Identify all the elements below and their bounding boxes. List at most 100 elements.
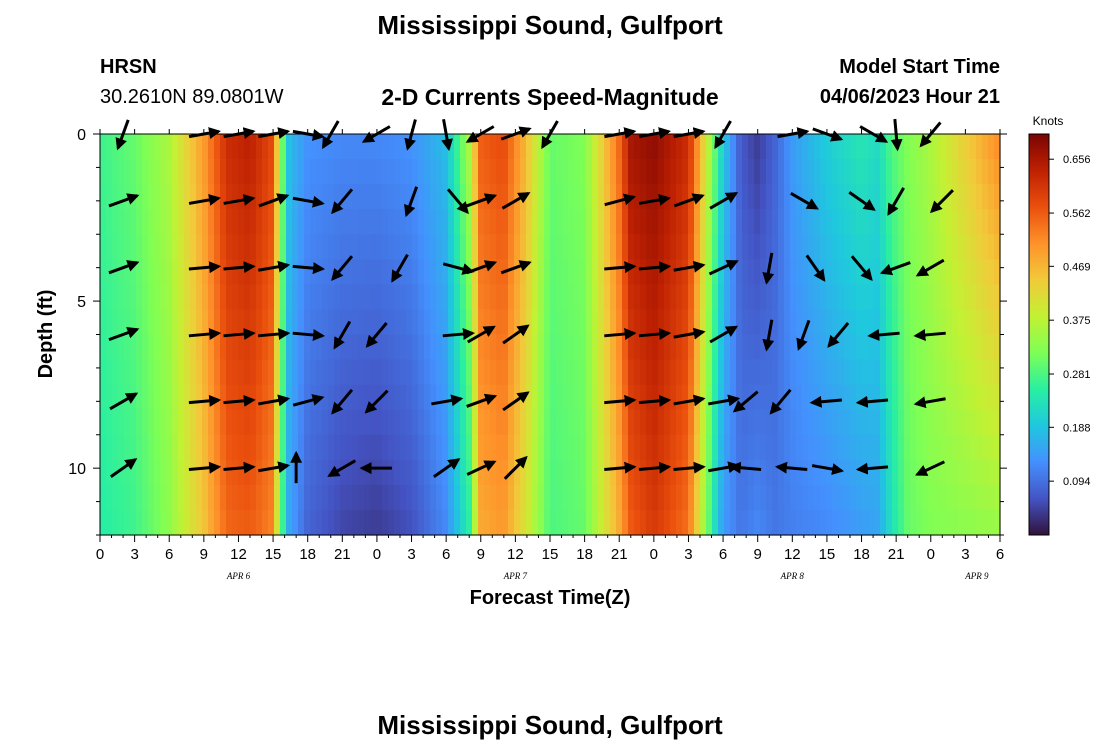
heatmap-cell xyxy=(736,134,743,160)
heatmap-cell xyxy=(760,509,767,536)
current-vector xyxy=(811,463,845,476)
current-vector xyxy=(790,192,819,210)
heatmap-cell xyxy=(982,384,989,411)
heatmap-cell xyxy=(676,434,683,461)
heatmap-cell xyxy=(868,134,875,160)
heatmap-cell xyxy=(412,509,419,536)
heatmap-cell xyxy=(598,284,605,311)
heatmap-cell xyxy=(460,209,467,235)
heatmap-cell xyxy=(652,484,659,511)
heatmap-cell xyxy=(232,359,239,386)
heatmap-cell xyxy=(760,234,767,260)
heatmap-cell xyxy=(382,409,389,436)
heatmap-cell xyxy=(736,234,743,260)
heatmap-cell xyxy=(304,309,311,336)
heatmap-cell xyxy=(178,209,185,235)
heatmap-cell xyxy=(226,209,233,235)
heatmap-cell xyxy=(496,334,503,361)
heatmap-cell xyxy=(352,209,359,235)
heatmap-cell xyxy=(766,134,773,160)
heatmap-cell xyxy=(964,309,971,336)
heatmap-cell xyxy=(256,384,263,411)
heatmap-cell xyxy=(982,159,989,185)
heatmap-cell xyxy=(850,134,857,160)
heatmap-cell xyxy=(376,484,383,511)
heatmap-cell xyxy=(388,134,395,160)
heatmap-cell xyxy=(718,159,725,185)
heatmap-cell xyxy=(142,434,149,461)
heatmap-cell xyxy=(844,134,851,160)
heatmap-cell xyxy=(814,484,821,511)
heatmap-cell xyxy=(442,209,449,235)
current-vector xyxy=(708,394,741,407)
heatmap-cell xyxy=(166,284,173,311)
heatmap-cell xyxy=(814,409,821,436)
heatmap-cell xyxy=(142,209,149,235)
heatmap-cell xyxy=(448,309,455,336)
heatmap-cell xyxy=(664,159,671,185)
heatmap-cell xyxy=(880,309,887,336)
heatmap-cell xyxy=(424,184,431,210)
heatmap-cell xyxy=(544,434,551,461)
heatmap-cell xyxy=(880,359,887,386)
heatmap-cell xyxy=(190,309,197,336)
heatmap-cell xyxy=(640,284,647,311)
heatmap-cell xyxy=(376,434,383,461)
heatmap-cell xyxy=(130,359,137,386)
heatmap-cell xyxy=(136,384,143,411)
heatmap-cell xyxy=(952,134,959,160)
heatmap-cell xyxy=(502,509,509,536)
heatmap-cell xyxy=(592,284,599,311)
heatmap-cell xyxy=(538,459,545,486)
heatmap-cell xyxy=(622,409,629,436)
heatmap-cell xyxy=(172,284,179,311)
heatmap-cell xyxy=(328,284,335,311)
heatmap-cell xyxy=(946,209,953,235)
heatmap-cell xyxy=(934,409,941,436)
heatmap-cell xyxy=(304,509,311,536)
heatmap-cell xyxy=(214,284,221,311)
heatmap-cell xyxy=(790,334,797,361)
heatmap-cell xyxy=(994,259,1001,285)
heatmap-cell xyxy=(688,434,695,461)
heatmap-cell xyxy=(646,509,653,536)
heatmap-cell xyxy=(706,159,713,185)
heatmap-cell xyxy=(598,209,605,235)
heatmap-cell xyxy=(364,259,371,285)
heatmap-cell xyxy=(550,159,557,185)
heatmap-cell xyxy=(130,234,137,260)
heatmap-cell xyxy=(376,459,383,486)
heatmap-cell xyxy=(544,309,551,336)
heatmap-cell xyxy=(736,484,743,511)
heatmap-cell xyxy=(604,359,611,386)
heatmap-cell xyxy=(148,334,155,361)
current-vector xyxy=(258,193,290,208)
heatmap-cell xyxy=(262,434,269,461)
heatmap-cell xyxy=(538,409,545,436)
heatmap-cell xyxy=(988,434,995,461)
heatmap-cell xyxy=(586,359,593,386)
heatmap-cell xyxy=(670,259,677,285)
heatmap-cell xyxy=(844,284,851,311)
heatmap-cell xyxy=(478,134,485,160)
heatmap-cell xyxy=(754,259,761,285)
heatmap-cell xyxy=(154,159,161,185)
heatmap-cell xyxy=(430,509,437,536)
heatmap-cell xyxy=(592,509,599,536)
heatmap-cell xyxy=(850,234,857,260)
heatmap-cell xyxy=(568,409,575,436)
heatmap-cell xyxy=(424,359,431,386)
heatmap-cell xyxy=(178,184,185,210)
heatmap-cell xyxy=(418,284,425,311)
heatmap-cell xyxy=(346,159,353,185)
heatmap-cell xyxy=(826,509,833,536)
heatmap-cell xyxy=(520,309,527,336)
heatmap-cell xyxy=(982,409,989,436)
heatmap-cell xyxy=(970,384,977,411)
heatmap-cell xyxy=(250,484,257,511)
heatmap-cell xyxy=(460,259,467,285)
heatmap-cell xyxy=(244,334,251,361)
heatmap-cell xyxy=(286,134,293,160)
heatmap-cell xyxy=(850,284,857,311)
